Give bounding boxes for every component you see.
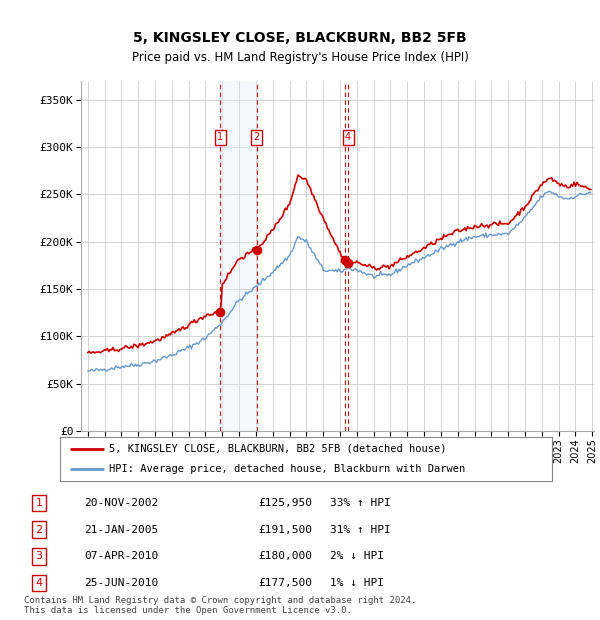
- Text: 5, KINGSLEY CLOSE, BLACKBURN, BB2 5FB: 5, KINGSLEY CLOSE, BLACKBURN, BB2 5FB: [133, 32, 467, 45]
- Text: 2: 2: [254, 133, 260, 143]
- Text: 07-APR-2010: 07-APR-2010: [84, 551, 158, 562]
- Text: £180,000: £180,000: [258, 551, 312, 562]
- Text: 1% ↓ HPI: 1% ↓ HPI: [330, 578, 384, 588]
- Text: 1: 1: [217, 133, 223, 143]
- Text: £125,950: £125,950: [258, 498, 312, 508]
- Text: 31% ↑ HPI: 31% ↑ HPI: [330, 525, 391, 535]
- Text: £191,500: £191,500: [258, 525, 312, 535]
- Text: 3: 3: [35, 551, 43, 562]
- Text: 25-JUN-2010: 25-JUN-2010: [84, 578, 158, 588]
- Text: 2% ↓ HPI: 2% ↓ HPI: [330, 551, 384, 562]
- Text: Contains HM Land Registry data © Crown copyright and database right 2024.
This d: Contains HM Land Registry data © Crown c…: [24, 596, 416, 615]
- Text: 4: 4: [345, 133, 351, 143]
- Bar: [220, 81, 257, 431]
- Text: 21-JAN-2005: 21-JAN-2005: [84, 525, 158, 535]
- Text: 20-NOV-2002: 20-NOV-2002: [84, 498, 158, 508]
- Text: 33% ↑ HPI: 33% ↑ HPI: [330, 498, 391, 508]
- Text: 4: 4: [35, 578, 43, 588]
- Text: £177,500: £177,500: [258, 578, 312, 588]
- Text: 2: 2: [35, 525, 43, 535]
- Text: Price paid vs. HM Land Registry's House Price Index (HPI): Price paid vs. HM Land Registry's House …: [131, 51, 469, 63]
- Text: 1: 1: [35, 498, 43, 508]
- Text: 5, KINGSLEY CLOSE, BLACKBURN, BB2 5FB (detached house): 5, KINGSLEY CLOSE, BLACKBURN, BB2 5FB (d…: [109, 444, 446, 454]
- Text: HPI: Average price, detached house, Blackburn with Darwen: HPI: Average price, detached house, Blac…: [109, 464, 466, 474]
